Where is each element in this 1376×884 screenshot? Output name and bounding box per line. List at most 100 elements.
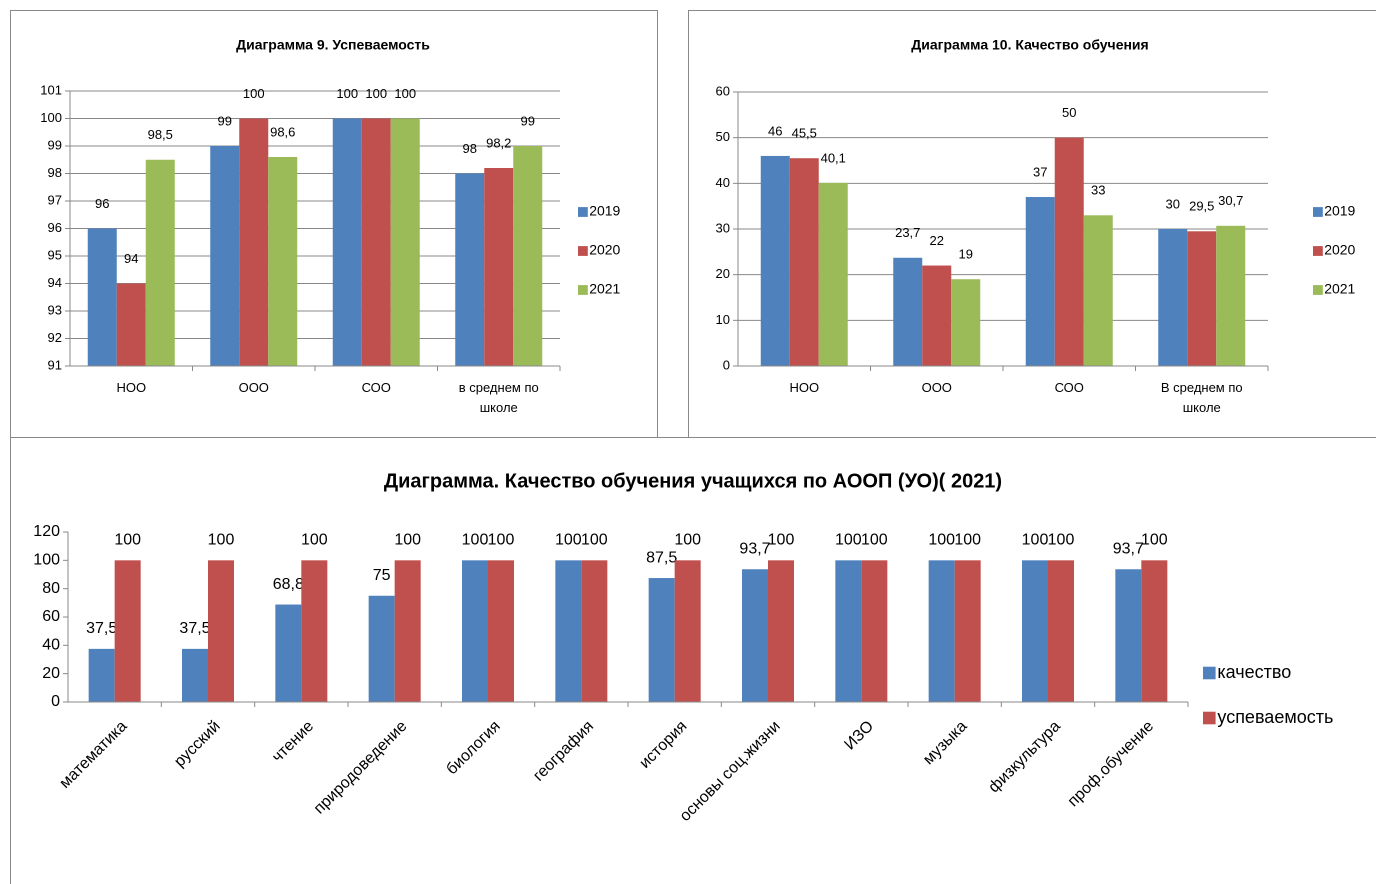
value-label: 93,7: [739, 540, 770, 557]
legend-label: 2020: [589, 242, 620, 258]
bar: [210, 146, 240, 366]
bar: [742, 569, 768, 702]
legend-swatch: [578, 285, 588, 295]
bar: [390, 118, 420, 366]
bar: [648, 578, 675, 702]
value-label: 100: [1048, 532, 1075, 549]
y-tick-label: 0: [723, 357, 730, 372]
chart-title: Диаграмма 9. Успеваемость: [236, 37, 430, 53]
legend-swatch: [1203, 666, 1216, 680]
legend-label: 2021: [1324, 281, 1355, 297]
bar: [1141, 560, 1168, 702]
value-label: 94: [124, 251, 138, 266]
value-label: 98,6: [270, 124, 295, 139]
value-label: 75: [373, 567, 391, 584]
value-label: 33: [1091, 183, 1105, 198]
x-tick-label: НОО: [789, 380, 820, 395]
legend-label: 2019: [1324, 203, 1355, 219]
value-label: 100: [1022, 532, 1049, 549]
bar: [555, 560, 582, 702]
value-label: 37,5: [86, 620, 117, 637]
value-label: 23,7: [895, 225, 920, 240]
x-tick-label-box: В среднем по школе: [1161, 380, 1243, 415]
y-tick-label: 98: [48, 165, 62, 180]
bar: [145, 159, 175, 366]
y-tick-label: 80: [42, 580, 60, 597]
x-tick-label-box: СОО: [362, 380, 391, 395]
chart-title: Диаграмма. Качество обучения учащихся по…: [384, 470, 1002, 492]
value-label: 98,2: [486, 135, 511, 150]
x-tick-label: НОО: [116, 380, 147, 395]
y-tick-label: 95: [48, 247, 62, 262]
legend-swatch: [1313, 285, 1323, 295]
bar: [835, 560, 862, 702]
x-tick-label-box: ООО: [239, 380, 269, 395]
x-tick-label-box: СОО: [1055, 380, 1084, 395]
value-label: 100: [336, 86, 358, 101]
bar: [951, 279, 981, 366]
value-label: 100: [861, 532, 888, 549]
legend-label: 2020: [1324, 242, 1355, 258]
value-label: 100: [208, 532, 235, 549]
y-tick-label: 0: [51, 693, 60, 710]
y-tick-label: 101: [40, 82, 62, 97]
value-label: 96: [95, 196, 109, 211]
y-tick-label: 20: [716, 266, 730, 281]
bar: [1054, 137, 1084, 366]
bar: [301, 560, 328, 702]
bar: [789, 158, 819, 366]
value-label: 100: [768, 532, 795, 549]
value-label: 100: [555, 532, 582, 549]
y-tick-label: 100: [33, 552, 60, 569]
bar: [361, 118, 391, 366]
value-label: 100: [928, 532, 955, 549]
bar: [1022, 560, 1048, 702]
bar: [768, 560, 794, 702]
legend-label: 2019: [589, 203, 620, 219]
bar: [928, 560, 955, 702]
value-label: 40,1: [821, 150, 846, 165]
value-label: 93,7: [1113, 540, 1144, 557]
value-label: 37,5: [179, 620, 210, 637]
value-label: 100: [243, 86, 265, 101]
legend-swatch: [578, 246, 588, 256]
bar: [455, 173, 485, 366]
value-label: 100: [394, 86, 416, 101]
value-label: 30: [1166, 196, 1180, 211]
bar: [513, 146, 543, 366]
bar: [1216, 225, 1246, 366]
value-label: 68,8: [273, 576, 304, 593]
y-tick-label: 91: [48, 357, 62, 372]
y-tick-label: 96: [48, 220, 62, 235]
value-label: 46: [768, 123, 782, 138]
value-label: 37: [1033, 164, 1047, 179]
x-tick-label-box: НОО: [116, 380, 147, 395]
y-tick-label: 40: [42, 637, 60, 654]
y-tick-label: 100: [40, 110, 62, 125]
value-label: 99: [521, 113, 535, 128]
legend-swatch: [578, 207, 588, 217]
value-label: 45,5: [792, 126, 817, 141]
bar: [268, 157, 298, 366]
value-label: 50: [1062, 105, 1076, 120]
x-tick-label: в среднем по школе: [458, 380, 539, 415]
value-label: 87,5: [646, 549, 677, 566]
value-label: 30,7: [1218, 193, 1243, 208]
bar: [394, 560, 421, 702]
bar: [116, 283, 146, 366]
bar: [893, 257, 923, 366]
bar: [861, 560, 888, 702]
bar: [818, 182, 848, 366]
bar: [922, 265, 952, 366]
y-tick-label: 97: [48, 192, 62, 207]
legend-label: качество: [1217, 662, 1291, 682]
value-label: 98: [463, 141, 477, 156]
bar: [760, 155, 790, 366]
value-label: 100: [581, 532, 608, 549]
y-tick-label: 20: [42, 665, 60, 682]
value-label: 99: [218, 113, 232, 128]
bar: [114, 560, 141, 702]
value-label: 100: [1141, 532, 1168, 549]
y-tick-label: 10: [716, 312, 730, 327]
value-label: 100: [394, 532, 421, 549]
